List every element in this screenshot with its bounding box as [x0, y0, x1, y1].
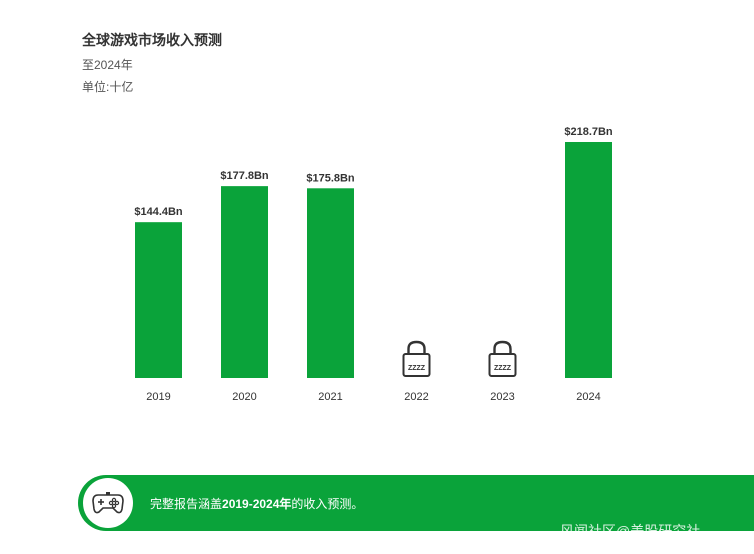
lock-icon-2022: ZZZZ [402, 340, 431, 377]
report-banner[interactable]: 完整报告涵盖2019-2024年的收入预测。 [78, 475, 754, 531]
lock-icon-text: ZZZZ [408, 365, 426, 372]
banner-text-bold: 2019-2024年 [222, 497, 292, 511]
lock-icon-text: ZZZZ [494, 365, 512, 372]
page-title: 全球游戏市场收入预测 [82, 32, 222, 48]
x-tick-2023: 2023 [490, 391, 514, 403]
bar-label-2019: $144.4Bn [134, 206, 183, 218]
bar-label-2024: $218.7Bn [564, 126, 613, 138]
bar-2024 [565, 142, 612, 378]
bar-2020 [221, 186, 268, 378]
bar-label-2020: $177.8Bn [220, 170, 269, 182]
banner-text: 完整报告涵盖2019-2024年的收入预测。 [150, 495, 363, 512]
bar-label-2021: $175.8Bn [306, 172, 355, 184]
x-tick-2022: 2022 [404, 391, 428, 403]
lock-icon-2023: ZZZZ [488, 340, 517, 377]
x-tick-2021: 2021 [318, 391, 342, 403]
revenue-bar-chart: $144.4Bn 2019 $177.8Bn 2020 $175.8Bn 2021 ZZZZ… [134, 126, 613, 403]
gamepad-icon [83, 478, 133, 528]
unit-label: 单位:十亿 [82, 80, 134, 94]
bar-2019 [135, 222, 182, 378]
x-tick-2019: 2019 [146, 391, 170, 403]
page-subtitle: 至2024年 [82, 58, 133, 72]
banner-text-suffix: 的收入预测。 [291, 497, 364, 511]
x-tick-2024: 2024 [576, 391, 600, 403]
bar-2021 [307, 188, 354, 378]
watermark: 风闻社区@美股研究社 [560, 523, 701, 539]
banner-text-prefix: 完整报告涵盖 [150, 497, 223, 511]
x-tick-2020: 2020 [232, 391, 256, 403]
